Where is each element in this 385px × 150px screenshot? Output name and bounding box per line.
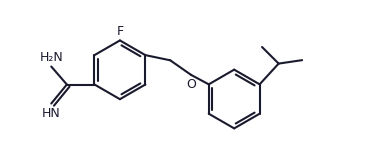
Text: F: F <box>116 25 124 38</box>
Text: HN: HN <box>42 107 61 120</box>
Text: H₂N: H₂N <box>39 51 63 64</box>
Text: O: O <box>186 78 196 91</box>
